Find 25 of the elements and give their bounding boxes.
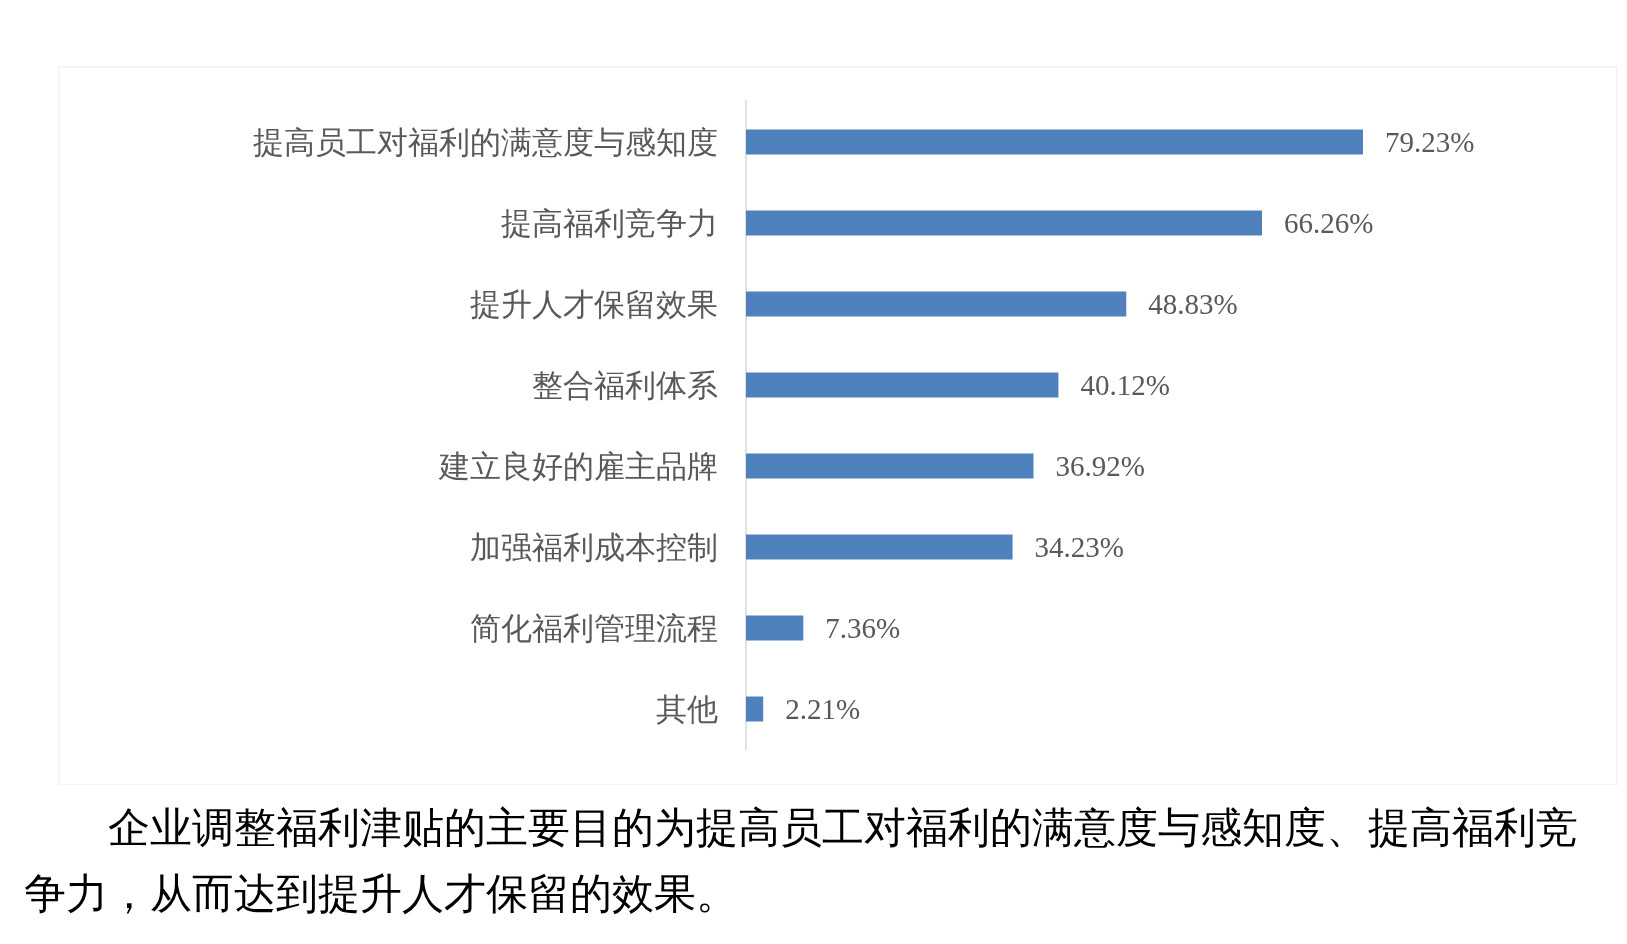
y-tick-label: 加强福利成本控制 xyxy=(470,529,718,565)
bar xyxy=(746,453,1034,479)
data-label: 66.26% xyxy=(1284,207,1374,239)
data-label: 7.36% xyxy=(825,612,901,644)
bar xyxy=(746,615,804,641)
y-tick-label: 整合福利体系 xyxy=(532,367,718,403)
y-tick-label: 简化福利管理流程 xyxy=(470,610,718,646)
bar xyxy=(746,129,1363,155)
y-tick-label: 提升人才保留效果 xyxy=(470,286,718,322)
data-label: 40.12% xyxy=(1080,369,1170,401)
y-tick-label: 提高员工对福利的满意度与感知度 xyxy=(253,124,718,160)
data-label: 79.23% xyxy=(1385,126,1475,158)
data-label: 48.83% xyxy=(1148,288,1238,320)
data-label: 2.21% xyxy=(785,693,861,725)
y-tick-label: 提高福利竞争力 xyxy=(501,205,718,241)
bar xyxy=(746,534,1013,560)
bar xyxy=(746,291,1127,317)
bar xyxy=(746,372,1059,398)
y-tick-label: 建立良好的雇主品牌 xyxy=(438,448,718,484)
data-label: 36.92% xyxy=(1055,450,1145,482)
bar xyxy=(746,210,1262,236)
y-tick-label: 其他 xyxy=(656,691,718,727)
text: 企业调整福利津贴的主要目的为提高员工对福利的满意度与感知度、提高福利竞争力，从而达到提升人才保留的效果。 xyxy=(24,804,1579,919)
data-label: 34.23% xyxy=(1034,531,1124,563)
bar xyxy=(746,696,764,722)
